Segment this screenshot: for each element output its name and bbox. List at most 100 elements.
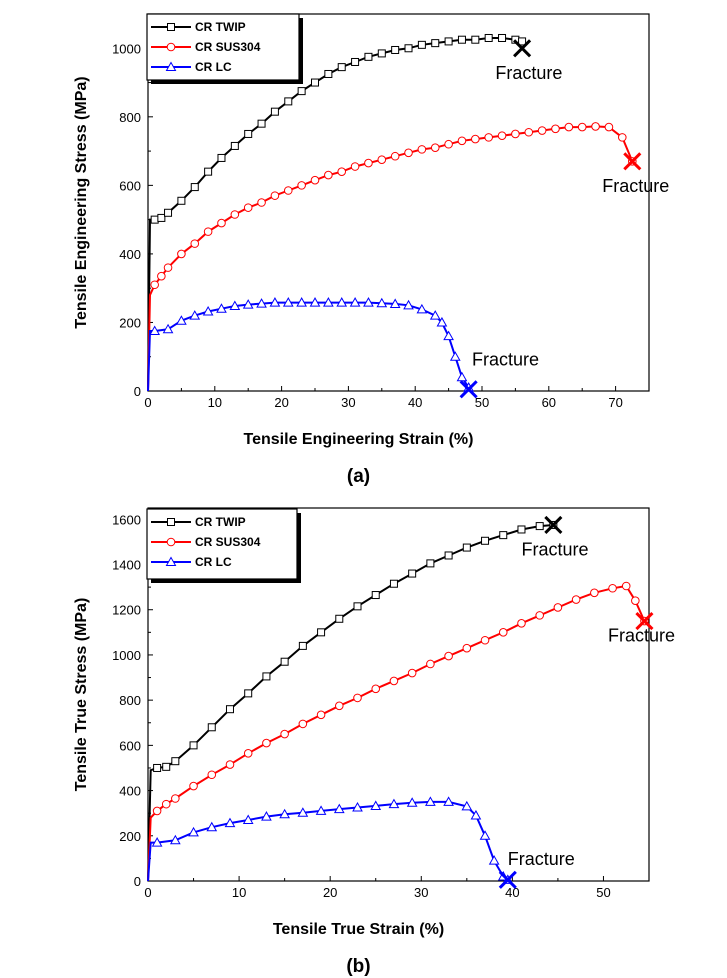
data-point (270, 191, 280, 200)
data-point (370, 800, 382, 810)
legend-label: CR LC (195, 60, 232, 74)
data-point (224, 817, 236, 828)
fracture-label: Fracture (602, 176, 669, 196)
data-point (376, 297, 388, 308)
data-point (337, 63, 346, 72)
data-point (217, 218, 226, 228)
x-tick-label: 70 (608, 395, 622, 410)
data-point (457, 136, 467, 146)
data-point (161, 799, 171, 809)
data-point (151, 837, 163, 847)
legend-marker (166, 42, 176, 52)
data-point (443, 330, 454, 341)
data-point (444, 37, 453, 46)
data-point (444, 139, 453, 149)
data-point (282, 297, 294, 307)
data-point (535, 522, 544, 531)
data-point (171, 794, 180, 803)
fracture-label: Fracture (472, 349, 539, 369)
y-tick-label: 1400 (112, 558, 141, 573)
data-point (280, 657, 289, 666)
data-point (391, 45, 400, 54)
y-tick-label: 800 (119, 693, 141, 708)
data-point (364, 52, 373, 61)
data-point (591, 122, 600, 131)
data-point (150, 280, 159, 290)
data-point (617, 133, 627, 142)
fracture-x-mark (498, 870, 517, 889)
legend-label: CR LC (195, 555, 232, 569)
data-point (353, 693, 362, 703)
data-point (243, 748, 253, 758)
data-point (429, 310, 441, 320)
data-point (157, 213, 166, 222)
data-point (323, 297, 334, 307)
data-point (157, 271, 166, 281)
x-tick-label: 10 (232, 885, 246, 900)
data-point (444, 651, 453, 661)
data-point (202, 305, 214, 316)
series-cr-twip (147, 520, 558, 882)
y-tick-label: 600 (119, 738, 141, 753)
data-point (298, 719, 308, 729)
y-tick-label: 1200 (112, 603, 141, 618)
data-point (426, 559, 435, 568)
data-point (169, 834, 181, 845)
legend-marker (167, 23, 175, 31)
data-point (377, 49, 386, 58)
data-point (535, 611, 544, 620)
y-tick-label: 200 (119, 829, 141, 844)
fracture-annotation: Fracture (498, 849, 575, 889)
panel-label: (a) (347, 466, 370, 487)
data-point (324, 170, 333, 180)
data-point (426, 659, 435, 669)
legend: CR TWIP CR SUS304 CR LC (146, 508, 301, 583)
data-point (229, 300, 241, 311)
data-point (518, 37, 527, 46)
fracture-label: Fracture (608, 625, 675, 645)
data-point (297, 807, 309, 817)
data-point (206, 821, 218, 832)
plot-frame (147, 507, 650, 882)
chart-a: 0 10 20 30 40 50 60 70 0 200 400 600 800 1000 Tensile … (73, 13, 669, 487)
fracture-annotation: Fracture (608, 611, 675, 645)
data-point (216, 303, 227, 313)
data-point (230, 210, 240, 219)
data-point (316, 710, 326, 720)
legend-entry: CR SUS304 (151, 535, 261, 549)
data-point (203, 227, 213, 236)
panel-label: (b) (346, 956, 370, 977)
x-axis-title: Tensile True Strain (%) (273, 921, 444, 938)
legend: CR TWIP CR SUS304 CR LC (146, 13, 303, 84)
data-point (334, 701, 344, 711)
data-point (280, 729, 289, 739)
data-point (444, 551, 453, 560)
data-point (217, 153, 226, 162)
data-point (371, 684, 381, 694)
data-point (406, 797, 418, 807)
data-point (242, 814, 254, 824)
data-point (430, 143, 440, 152)
data-point (189, 781, 198, 791)
y-tick-label: 200 (119, 315, 141, 330)
fracture-annotation: Fracture (521, 515, 589, 559)
data-point (590, 588, 599, 598)
data-point (404, 148, 413, 158)
data-point (417, 145, 427, 154)
data-point (162, 762, 171, 771)
data-point (244, 689, 253, 698)
fracture-label: Fracture (508, 849, 575, 869)
legend-marker (167, 518, 175, 526)
data-point (309, 297, 321, 307)
y-tick-label: 1000 (112, 648, 141, 663)
data-point (449, 351, 461, 361)
fracture-label: Fracture (521, 539, 588, 559)
data-point (152, 806, 162, 816)
data-point (564, 122, 574, 132)
data-point (243, 203, 253, 212)
data-point (457, 35, 466, 44)
x-tick-label: 40 (408, 395, 422, 410)
data-point (425, 796, 436, 806)
